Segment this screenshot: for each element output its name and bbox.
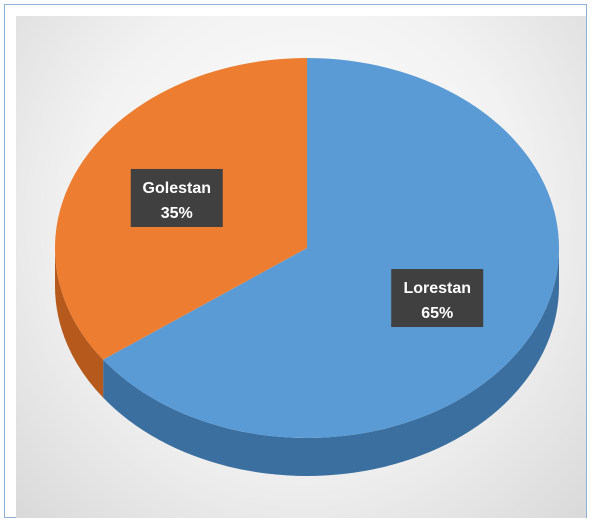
data-label-category: Lorestan	[403, 280, 471, 297]
data-label-box-lorestan	[391, 269, 484, 328]
data-label-value: 35%	[161, 205, 193, 222]
data-label-value: 65%	[421, 305, 453, 322]
pie-slice-lorestan	[103, 58, 559, 438]
pie-slice-side-golestan	[55, 248, 104, 398]
chart-frame: Lorestan 65% Golestan 35%	[4, 4, 587, 518]
data-label-box-golestan	[130, 168, 223, 227]
data-label-category: Golestan	[143, 180, 211, 197]
pie-chart: Lorestan 65% Golestan 35%	[54, 58, 559, 477]
pie-slice-side-lorestan	[103, 248, 559, 477]
